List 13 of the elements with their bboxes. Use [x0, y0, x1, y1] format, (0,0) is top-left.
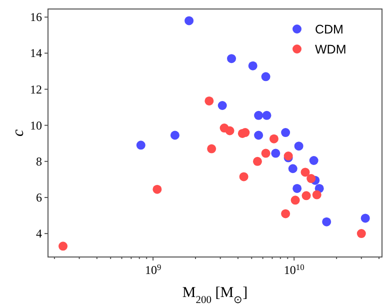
y-tick-label: 10 [30, 118, 42, 132]
y-tick-label: 12 [30, 82, 42, 96]
x-tick-label: 10$^{9}$ [144, 262, 162, 277]
y-tick-label: 14 [30, 46, 42, 60]
x-axis-title: M$_{200}$ [M$_{⊙}$] [182, 285, 248, 304]
x-tick-label: 10$^{10}$ [284, 262, 304, 277]
y-tick-label: 16 [30, 10, 42, 24]
y-tick-label: 8 [36, 154, 42, 168]
legend-label: CDM [315, 22, 344, 36]
y-axis-title: c [10, 129, 27, 137]
legend-label: WDM [315, 42, 346, 56]
y-tick-label: 6 [36, 190, 42, 204]
y-tick-label: 4 [36, 226, 42, 241]
